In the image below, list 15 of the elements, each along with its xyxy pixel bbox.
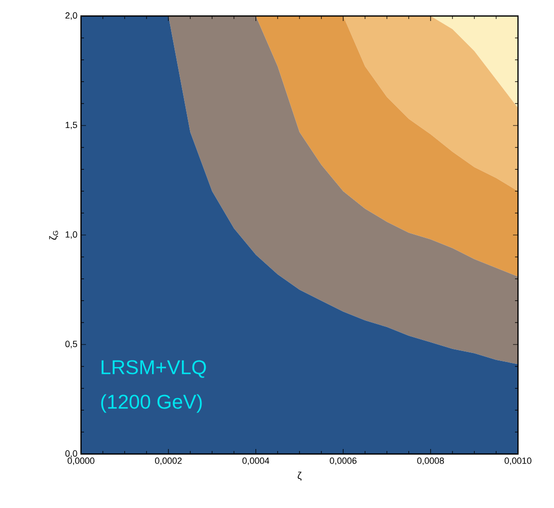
annotation: (1200 GeV) (101, 394, 202, 413)
y-tick-label: 1,5 (66, 122, 78, 130)
x-tick-label: 0,0008 (417, 458, 444, 465)
x-tick-label: 0,0010 (504, 458, 532, 465)
x-tick-label: 0,0000 (68, 458, 94, 465)
x-tick-label: 0,0006 (330, 458, 357, 465)
y-tick-label: 0,0 (65, 450, 78, 458)
y-tick-label: 2,0 (65, 12, 78, 20)
x-axis-title: ζ (298, 472, 302, 481)
x-tick-label: 0,0002 (155, 458, 182, 465)
y-tick-label: 0,5 (65, 340, 78, 348)
y-axis-title: ζ$_{G}$ (49, 230, 58, 240)
x-tick-label: 0,0004 (242, 458, 270, 465)
y-tick-label: 1,0 (66, 231, 78, 239)
annotation: LRSM+VLQ (102, 360, 206, 378)
